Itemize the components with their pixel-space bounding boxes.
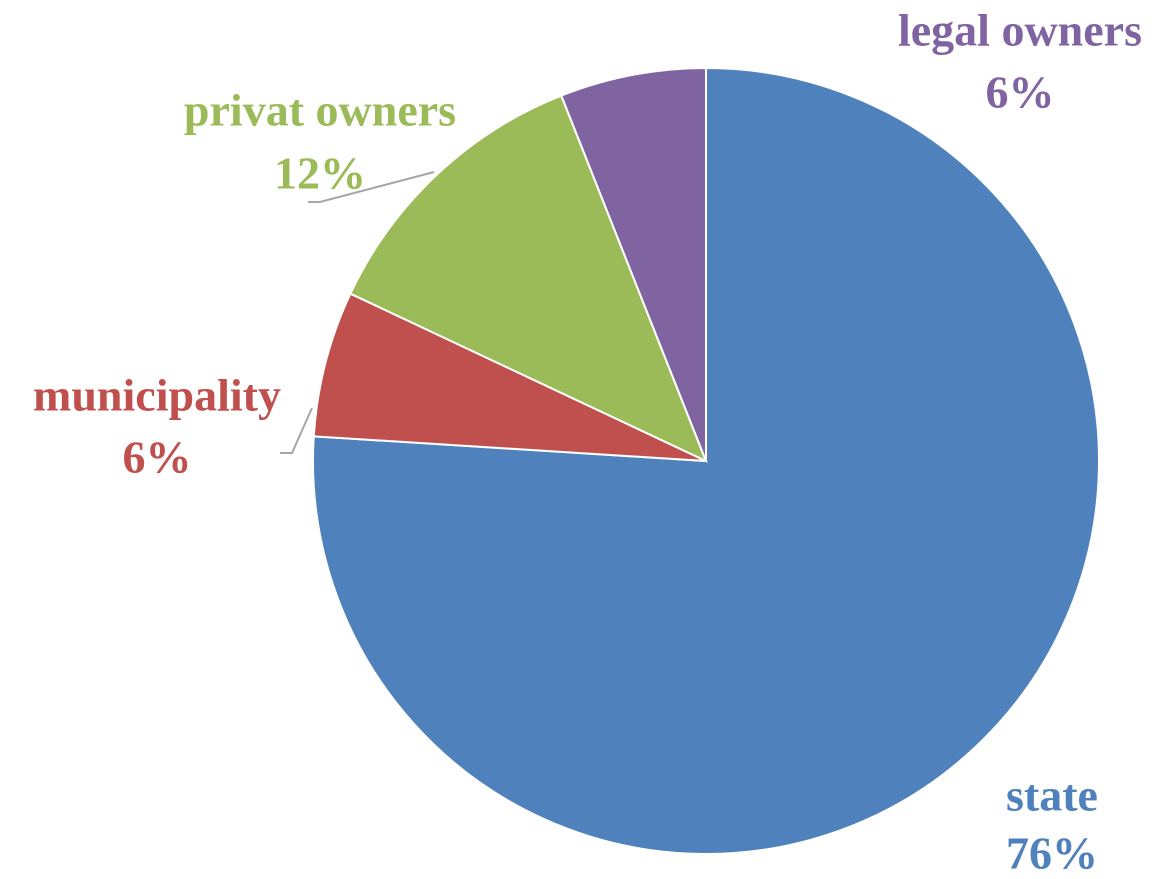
category-label: legal owners (898, 5, 1142, 56)
value-label: 76% (1006, 828, 1098, 879)
leader-line (308, 171, 435, 203)
category-label: privat owners (184, 85, 456, 136)
value-label: 6% (123, 432, 192, 483)
pie-slice (312, 292, 707, 462)
category-label: state (1006, 770, 1098, 821)
value-label: 6% (986, 67, 1055, 118)
category-label: municipality (33, 370, 281, 421)
leader-line (280, 407, 313, 454)
pie-slice (560, 66, 707, 462)
value-label: 12% (274, 148, 366, 199)
pie-slice (349, 94, 708, 463)
